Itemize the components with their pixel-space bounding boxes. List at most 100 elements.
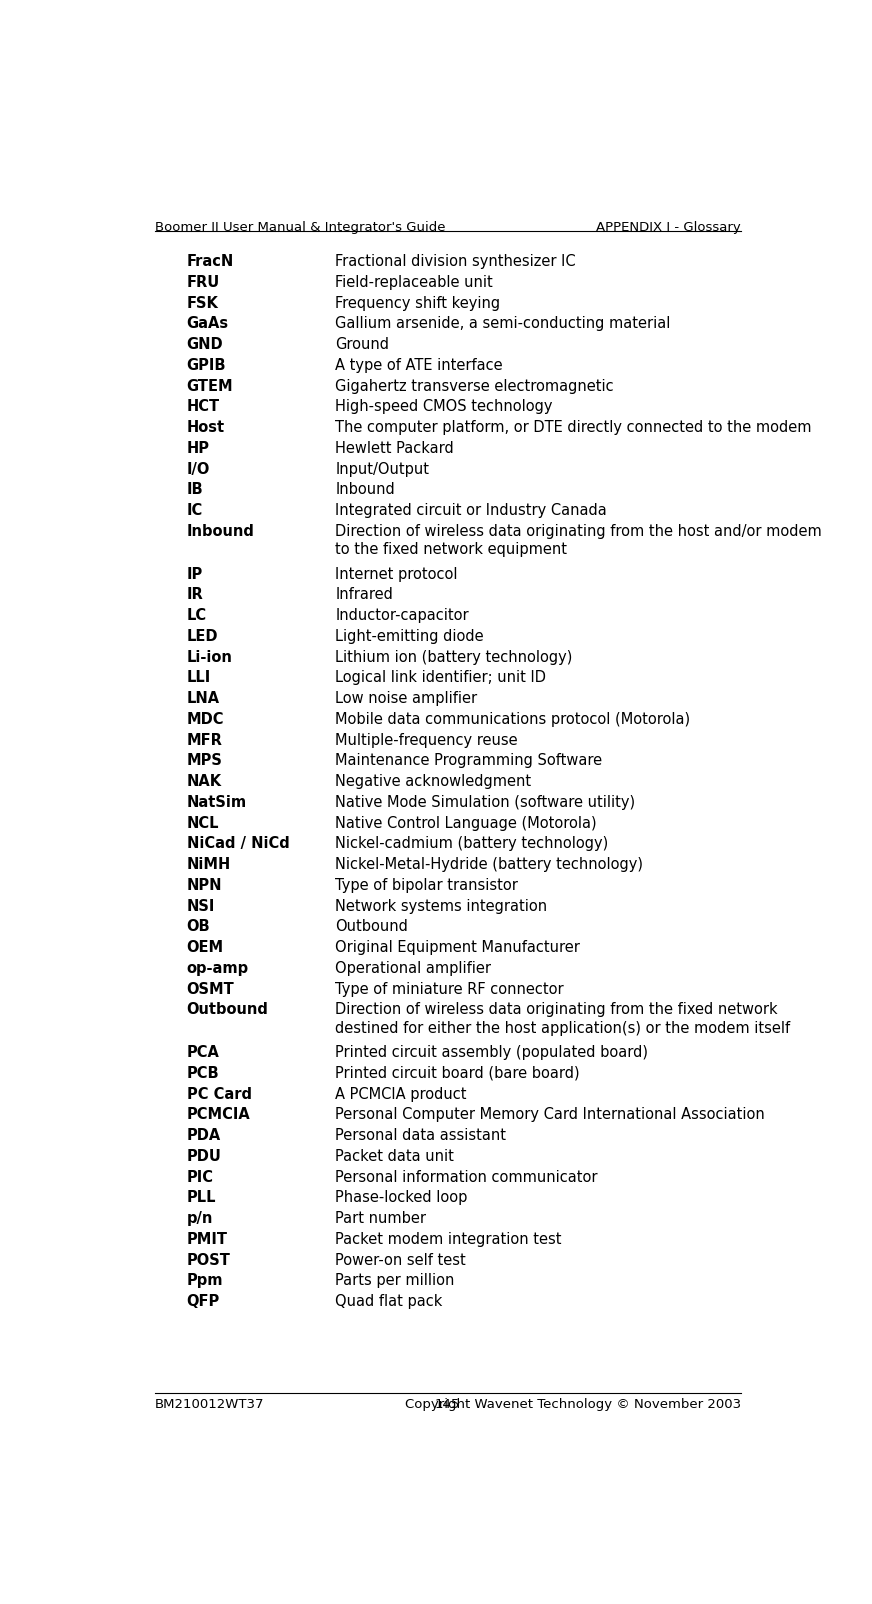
Text: Inductor-capacitor: Inductor-capacitor	[336, 608, 469, 624]
Text: Internet protocol: Internet protocol	[336, 566, 458, 582]
Text: Printed circuit assembly (populated board): Printed circuit assembly (populated boar…	[336, 1046, 649, 1060]
Text: NSI: NSI	[187, 898, 215, 914]
Text: LC: LC	[187, 608, 207, 624]
Text: PCB: PCB	[187, 1067, 220, 1081]
Text: PCMCIA: PCMCIA	[187, 1107, 250, 1123]
Text: Low noise amplifier: Low noise amplifier	[336, 691, 478, 706]
Text: Inbound: Inbound	[187, 525, 255, 539]
Text: MPS: MPS	[187, 754, 222, 768]
Text: to the fixed network equipment: to the fixed network equipment	[336, 542, 568, 557]
Text: Boomer II User Manual & Integrator's Guide: Boomer II User Manual & Integrator's Gui…	[155, 221, 446, 234]
Text: Infrared: Infrared	[336, 587, 393, 603]
Text: Copyright Wavenet Technology © November 2003: Copyright Wavenet Technology © November …	[405, 1399, 741, 1412]
Text: Logical link identifier; unit ID: Logical link identifier; unit ID	[336, 670, 547, 685]
Text: Printed circuit board (bare board): Printed circuit board (bare board)	[336, 1067, 580, 1081]
Text: Input/Output: Input/Output	[336, 462, 429, 476]
Text: Integrated circuit or Industry Canada: Integrated circuit or Industry Canada	[336, 504, 607, 518]
Text: GND: GND	[187, 337, 223, 353]
Text: PMIT: PMIT	[187, 1232, 228, 1246]
Text: BM210012WT37: BM210012WT37	[155, 1399, 264, 1412]
Text: PIC: PIC	[187, 1169, 214, 1185]
Text: IC: IC	[187, 504, 203, 518]
Text: Power-on self test: Power-on self test	[336, 1253, 467, 1267]
Text: POST: POST	[187, 1253, 230, 1267]
Text: Personal Computer Memory Card International Association: Personal Computer Memory Card Internatio…	[336, 1107, 765, 1123]
Text: NPN: NPN	[187, 877, 222, 893]
Text: HCT: HCT	[187, 399, 220, 414]
Text: Network systems integration: Network systems integration	[336, 898, 548, 914]
Text: Personal information communicator: Personal information communicator	[336, 1169, 598, 1185]
Text: Native Mode Simulation (software utility): Native Mode Simulation (software utility…	[336, 796, 636, 810]
Text: Host: Host	[187, 420, 225, 435]
Text: QFP: QFP	[187, 1294, 220, 1309]
Text: A type of ATE interface: A type of ATE interface	[336, 358, 503, 374]
Text: IP: IP	[187, 566, 203, 582]
Text: OSMT: OSMT	[187, 982, 235, 996]
Text: NatSim: NatSim	[187, 796, 247, 810]
Text: 145: 145	[434, 1399, 460, 1412]
Text: Ground: Ground	[336, 337, 390, 353]
Text: Type of bipolar transistor: Type of bipolar transistor	[336, 877, 518, 893]
Text: Inbound: Inbound	[336, 483, 395, 497]
Text: APPENDIX I - Glossary: APPENDIX I - Glossary	[596, 221, 741, 234]
Text: The computer platform, or DTE directly connected to the modem: The computer platform, or DTE directly c…	[336, 420, 812, 435]
Text: Gigahertz transverse electromagnetic: Gigahertz transverse electromagnetic	[336, 379, 614, 393]
Text: Mobile data communications protocol (Motorola): Mobile data communications protocol (Mot…	[336, 712, 691, 727]
Text: IB: IB	[187, 483, 203, 497]
Text: Gallium arsenide, a semi-conducting material: Gallium arsenide, a semi-conducting mate…	[336, 316, 671, 332]
Text: High-speed CMOS technology: High-speed CMOS technology	[336, 399, 553, 414]
Text: MFR: MFR	[187, 733, 222, 747]
Text: HP: HP	[187, 441, 210, 456]
Text: Nickel-cadmium (battery technology): Nickel-cadmium (battery technology)	[336, 836, 609, 852]
Text: Type of miniature RF connector: Type of miniature RF connector	[336, 982, 564, 996]
Text: Fractional division synthesizer IC: Fractional division synthesizer IC	[336, 255, 576, 269]
Text: Field-replaceable unit: Field-replaceable unit	[336, 274, 494, 290]
Text: Lithium ion (battery technology): Lithium ion (battery technology)	[336, 650, 573, 664]
Text: Original Equipment Manufacturer: Original Equipment Manufacturer	[336, 940, 580, 956]
Text: NAK: NAK	[187, 775, 221, 789]
Text: Nickel-Metal-Hydride (battery technology): Nickel-Metal-Hydride (battery technology…	[336, 857, 644, 873]
Text: FracN: FracN	[187, 255, 234, 269]
Text: Outbound: Outbound	[336, 919, 408, 935]
Text: Quad flat pack: Quad flat pack	[336, 1294, 443, 1309]
Text: A PCMCIA product: A PCMCIA product	[336, 1086, 467, 1102]
Text: Light-emitting diode: Light-emitting diode	[336, 629, 484, 643]
Text: Packet data unit: Packet data unit	[336, 1148, 454, 1165]
Text: LLI: LLI	[187, 670, 211, 685]
Text: GPIB: GPIB	[187, 358, 226, 374]
Text: Hewlett Packard: Hewlett Packard	[336, 441, 454, 456]
Text: OEM: OEM	[187, 940, 224, 956]
Text: Ppm: Ppm	[187, 1274, 223, 1288]
Text: Personal data assistant: Personal data assistant	[336, 1128, 507, 1144]
Text: NiCad / NiCd: NiCad / NiCd	[187, 836, 290, 852]
Text: p/n: p/n	[187, 1211, 213, 1225]
Text: LNA: LNA	[187, 691, 220, 706]
Text: GTEM: GTEM	[187, 379, 234, 393]
Text: GaAs: GaAs	[187, 316, 228, 332]
Text: PDA: PDA	[187, 1128, 221, 1144]
Text: LED: LED	[187, 629, 218, 643]
Text: Li-ion: Li-ion	[187, 650, 233, 664]
Text: PC Card: PC Card	[187, 1086, 252, 1102]
Text: Parts per million: Parts per million	[336, 1274, 455, 1288]
Text: Multiple-frequency reuse: Multiple-frequency reuse	[336, 733, 518, 747]
Text: Packet modem integration test: Packet modem integration test	[336, 1232, 562, 1246]
Text: Part number: Part number	[336, 1211, 426, 1225]
Text: PLL: PLL	[187, 1190, 216, 1206]
Text: Frequency shift keying: Frequency shift keying	[336, 295, 501, 311]
Text: FSK: FSK	[187, 295, 219, 311]
Text: Native Control Language (Motorola): Native Control Language (Motorola)	[336, 816, 597, 831]
Text: MDC: MDC	[187, 712, 224, 727]
Text: NiMH: NiMH	[187, 857, 231, 873]
Text: Direction of wireless data originating from the fixed network: Direction of wireless data originating f…	[336, 1002, 778, 1017]
Text: op-amp: op-amp	[187, 961, 249, 975]
Text: IR: IR	[187, 587, 203, 603]
Text: Negative acknowledgment: Negative acknowledgment	[336, 775, 532, 789]
Text: Phase-locked loop: Phase-locked loop	[336, 1190, 467, 1206]
Text: Maintenance Programming Software: Maintenance Programming Software	[336, 754, 603, 768]
Text: destined for either the host application(s) or the modem itself: destined for either the host application…	[336, 1020, 791, 1036]
Text: NCL: NCL	[187, 816, 219, 831]
Text: Outbound: Outbound	[187, 1002, 269, 1017]
Text: Operational amplifier: Operational amplifier	[336, 961, 492, 975]
Text: I/O: I/O	[187, 462, 210, 476]
